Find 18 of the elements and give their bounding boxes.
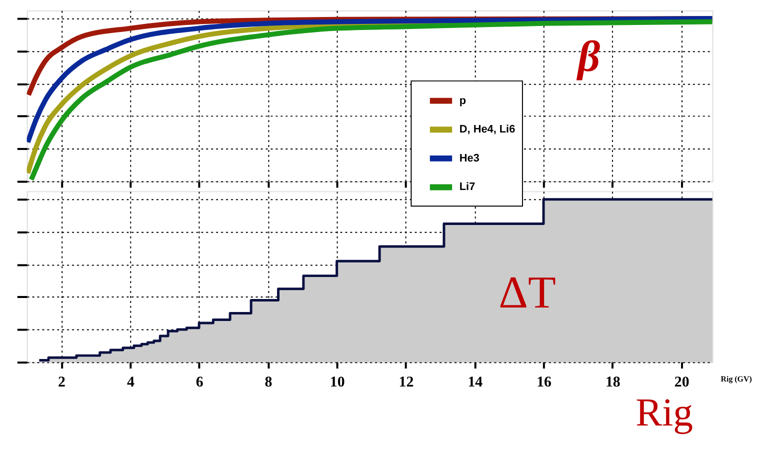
annotation: ΔT xyxy=(498,266,556,318)
annotation: β xyxy=(576,33,601,82)
x-tick-label: 18 xyxy=(605,374,620,390)
x-tick-label: 14 xyxy=(468,374,484,390)
legend-label: He3 xyxy=(459,152,480,164)
x-tick-label: 6 xyxy=(196,374,204,390)
x-tick-label: 8 xyxy=(264,374,272,390)
legend-label: D, He4, Li6 xyxy=(459,124,516,136)
text: Rig xyxy=(636,390,694,434)
x-tick-label: 10 xyxy=(330,374,345,390)
legend-label: Li7 xyxy=(459,181,476,194)
legend-label: p xyxy=(459,94,466,107)
x-tick-label: 2 xyxy=(58,374,66,390)
x-tick-label: 16 xyxy=(536,374,552,390)
x-axis-title: Rig (GV) xyxy=(720,374,752,384)
x-tick-label: 4 xyxy=(126,374,135,390)
x-tick-label: 20 xyxy=(674,374,690,390)
x-tick-label: 12 xyxy=(398,374,414,390)
